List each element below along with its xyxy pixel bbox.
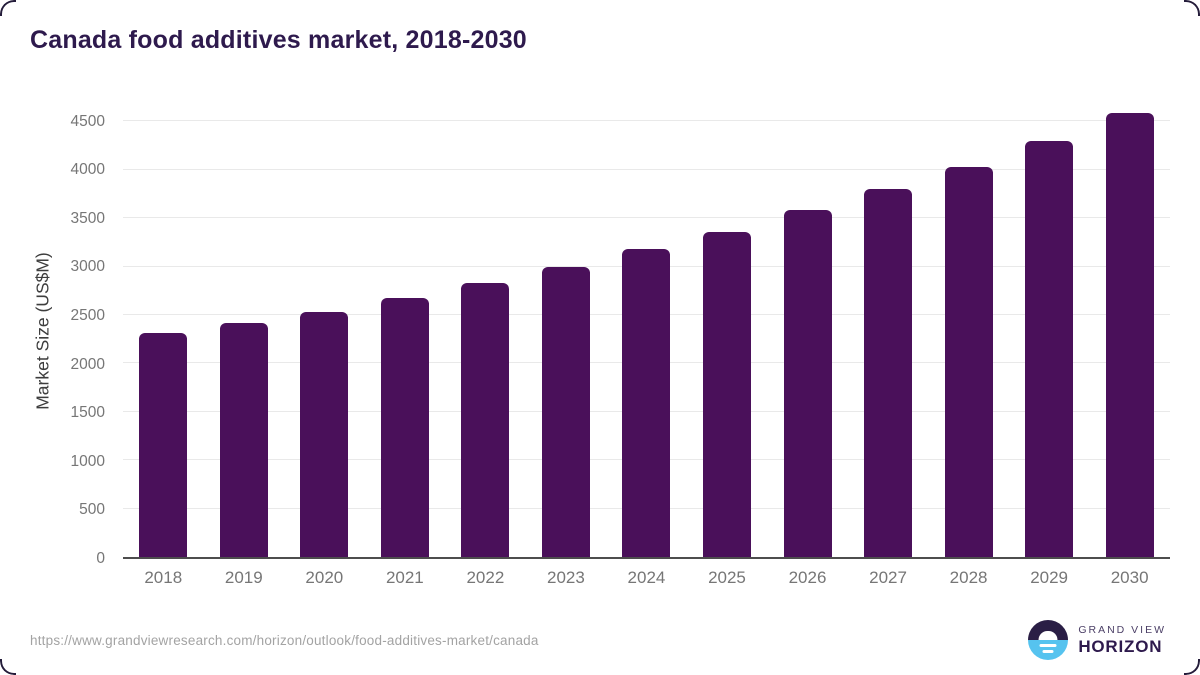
x-tick-label-2024: 2024 [627, 568, 666, 587]
bar-2020 [300, 311, 349, 557]
bar-band-2026 [767, 104, 848, 557]
logo-sky-half [1028, 620, 1069, 640]
logo-text-horizon: HORIZON [1078, 636, 1163, 656]
bar-band-2030 [1089, 104, 1170, 557]
y-tick-label-2500: 2500 [70, 306, 105, 324]
logo-reflection-line-2 [1042, 649, 1054, 653]
bar-2024 [622, 249, 671, 557]
rounded-corner-decoration [1184, 0, 1200, 16]
gridline-4500 [123, 120, 1170, 122]
y-tick-label-4000: 4000 [70, 161, 105, 179]
y-tick-label-0: 0 [96, 550, 105, 567]
y-tick-label-2000: 2000 [70, 355, 105, 373]
rounded-corner-decoration [0, 659, 16, 675]
bar-band-2029 [1009, 104, 1090, 557]
bar-band-2028 [928, 104, 1009, 557]
bar-2023 [541, 266, 590, 557]
logo-wordmark: GRAND VIEW HORIZON [1078, 624, 1166, 657]
logo-text-grand-view: GRAND VIEW [1078, 623, 1166, 636]
bar-2029 [1025, 140, 1074, 557]
x-tick-label-2025: 2025 [708, 568, 746, 587]
bar-band-2024 [606, 104, 687, 557]
y-tick-label-3000: 3000 [70, 258, 105, 276]
x-axis-tick-labels: 2018 2019 2020 2021 2022 2023 2024 2025 2026 2027… [123, 568, 1170, 588]
bar-band-2027 [848, 104, 929, 557]
x-tick-label-2018: 2018 [144, 568, 183, 587]
gridline-4000 [123, 168, 1170, 170]
x-tick-label-2026: 2026 [788, 568, 827, 587]
logo-reflection-line-1 [1039, 643, 1057, 647]
y-tick-label-500: 500 [79, 501, 105, 519]
y-tick-label-4500: 4500 [70, 112, 105, 130]
x-tick-label-2022: 2022 [466, 568, 505, 587]
x-tick-label-2028: 2028 [949, 568, 988, 587]
bar-band-2025 [687, 104, 768, 557]
bar-2025 [702, 231, 751, 557]
bar-2022 [461, 283, 510, 557]
bar-2026 [783, 210, 832, 557]
x-tick-label-2023: 2023 [547, 568, 585, 587]
bar-2028 [944, 166, 993, 557]
plot-area [123, 104, 1170, 559]
y-axis-tick-labels: 0 500 1000 1500 2000 2500 3000 3500 4000 4500 [0, 104, 105, 568]
y-tick-label-1500: 1500 [70, 404, 105, 422]
x-tick-label-2021: 2021 [385, 568, 424, 587]
source-url: https://www.grandviewresearch.com/horizo… [30, 633, 539, 648]
chart-title: Canada food additives market, 2018-2030 [30, 26, 527, 54]
y-tick-label-3500: 3500 [70, 209, 105, 227]
bar-band-2019 [204, 104, 285, 557]
bar-band-2018 [123, 104, 204, 557]
bars-layer [123, 104, 1170, 557]
bar-2021 [380, 297, 429, 557]
x-tick-label-2029: 2029 [1030, 568, 1069, 587]
x-tick-label-2030: 2030 [1110, 568, 1149, 587]
horizon-sunrise-icon [1028, 620, 1069, 660]
bar-2030 [1105, 112, 1154, 557]
x-tick-label-2020: 2020 [305, 568, 344, 587]
bar-2018 [139, 333, 188, 557]
rounded-corner-decoration [1184, 659, 1200, 675]
grand-view-horizon-logo: GRAND VIEW HORIZON [1028, 620, 1166, 660]
logo-sun-dome [1038, 630, 1058, 640]
gridline-3500 [123, 217, 1170, 219]
bar-band-2020 [284, 104, 365, 557]
bar-band-2023 [526, 104, 607, 557]
bar-2027 [864, 189, 913, 557]
y-tick-label-1000: 1000 [70, 452, 105, 470]
x-tick-label-2027: 2027 [869, 568, 907, 587]
bar-band-2022 [445, 104, 526, 557]
bar-2019 [219, 322, 268, 557]
x-tick-label-2019: 2019 [224, 568, 263, 587]
rounded-corner-decoration [0, 0, 16, 16]
bar-band-2021 [365, 104, 446, 557]
